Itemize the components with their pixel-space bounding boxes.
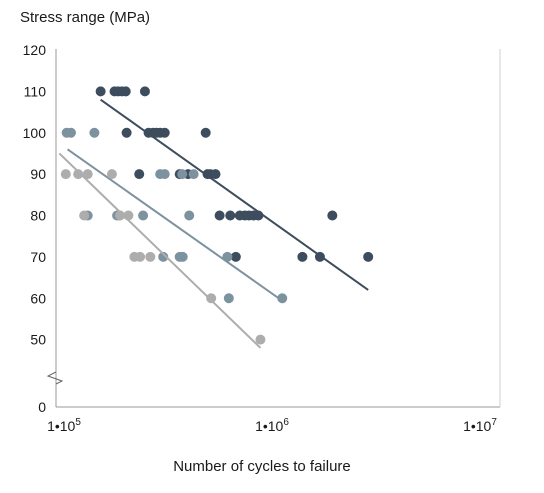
y-tick-label: 100 [23,125,47,141]
data-point [135,251,146,262]
plot-frame [55,49,501,408]
data-point [115,210,126,221]
data-point [82,169,93,180]
x-tick-label: 1•105 [47,417,81,434]
data-point [188,169,199,180]
data-point [95,86,106,97]
y-tick-label: 70 [30,249,46,265]
data-point [158,251,169,262]
data-point [253,210,264,221]
y-tick-label: 80 [30,208,46,224]
data-point [89,127,100,138]
data-point [177,251,188,262]
data-point [297,251,308,262]
x-tick-labels: 1•105 1•106 1•107 [47,417,497,434]
y-tick-label: 120 [23,42,47,58]
y-tick-label: 110 [24,83,47,99]
data-point [60,169,71,180]
data-point [138,210,149,221]
series-1 [95,86,374,291]
y-tick-labels: 0 50 60 70 80 90 100 110 120 [23,42,47,415]
data-point [159,127,170,138]
series-3 [58,152,266,349]
data-point [210,169,221,180]
data-point [314,251,325,262]
x-tick-label: 1•107 [463,417,497,434]
x-tick-label: 1•106 [255,417,289,434]
y-tick-label: 50 [30,332,46,348]
data-point [363,251,374,262]
trend-line [58,152,262,349]
y-tick-label: 0 [38,399,46,415]
data-point [200,127,211,138]
series-layer [58,86,374,349]
data-point [206,293,217,304]
data-point [277,293,288,304]
data-point [214,210,225,221]
data-point [73,169,84,180]
data-point [159,169,170,180]
data-point [134,169,145,180]
data-point [139,86,150,97]
data-point [120,86,131,97]
data-point [255,334,266,345]
data-point [65,127,76,138]
data-point [145,251,156,262]
data-point [327,210,338,221]
data-point [184,210,195,221]
data-point [225,210,236,221]
data-point [177,169,188,180]
data-point [106,169,117,180]
trend-line [66,148,286,304]
y-axis-break-mark [46,371,64,385]
data-point [123,210,134,221]
x-axis-title: Number of cycles to failure [173,458,351,475]
data-point [121,127,132,138]
y-axis-title: Stress range (MPa) [20,9,150,26]
data-point [79,210,90,221]
data-point [230,251,241,262]
y-tick-label: 60 [30,290,46,306]
data-point [223,293,234,304]
data-point [222,251,233,262]
y-tick-label: 90 [30,166,46,182]
